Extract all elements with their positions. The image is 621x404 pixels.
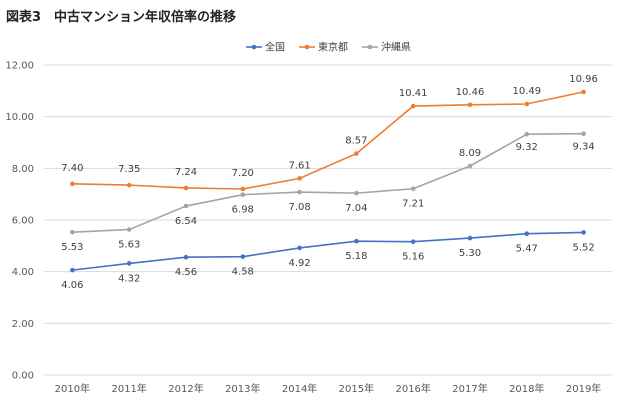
data-label: 5.18 (345, 251, 367, 262)
x-tick-label: 2013年 (225, 382, 260, 395)
data-labels: 4.06 4.32 4.56 4.58 4.92 5.18 5.16 5.30 5.47 5.52… (61, 74, 598, 291)
data-label: 7.61 (288, 160, 310, 171)
data-point (297, 176, 302, 181)
x-tick-label: 2018年 (509, 382, 544, 395)
data-point (183, 203, 189, 209)
data-point (297, 245, 302, 251)
data-point (581, 131, 586, 137)
y-tick-label: 6.00 (12, 216, 34, 227)
data-point (240, 254, 246, 259)
legend-label: 沖縄県 (381, 41, 411, 54)
legend-label: 全国 (265, 41, 285, 54)
data-point (524, 131, 530, 137)
x-tick-label: 2011年 (111, 382, 146, 395)
data-label: 10.96 (569, 74, 598, 85)
data-point (126, 182, 132, 188)
data-label: 4.06 (61, 280, 83, 291)
data-label: 5.30 (459, 248, 481, 259)
legend-marker (251, 44, 257, 50)
data-label: 7.21 (402, 199, 424, 210)
y-tick-label: 12.00 (5, 61, 34, 72)
data-label: 4.56 (175, 267, 197, 278)
legend-marker (304, 44, 310, 50)
data-label: 6.54 (175, 216, 197, 227)
x-tick-label: 2015年 (339, 382, 374, 395)
data-label: 7.08 (288, 202, 310, 213)
series-line (72, 91, 584, 190)
data-label: 9.34 (572, 142, 594, 153)
data-point (240, 192, 246, 197)
data-point (70, 229, 75, 235)
legend: 全国 東京都 沖縄県 (246, 41, 411, 54)
data-point (410, 239, 416, 244)
y-tick-label: 10.00 (5, 112, 34, 123)
x-tick-label: 2010年 (55, 382, 90, 395)
data-point (354, 238, 359, 244)
data-label: 10.41 (399, 88, 428, 99)
data-label: 8.57 (345, 136, 367, 147)
y-tick-label: 8.00 (12, 164, 34, 175)
series-line (72, 231, 584, 271)
data-label: 7.35 (118, 164, 140, 175)
data-point (126, 227, 132, 232)
data-label: 5.47 (516, 244, 538, 255)
data-label: 6.98 (232, 205, 254, 216)
x-tick-label: 2016年 (395, 382, 430, 395)
data-point (354, 190, 359, 196)
data-label: 7.40 (61, 163, 83, 174)
chart-title: 図表3 中古マンション年収倍率の推移 (6, 10, 237, 25)
data-point (467, 163, 473, 169)
data-point (410, 186, 416, 192)
data-label: 10.49 (512, 86, 541, 97)
data-point (183, 254, 189, 260)
y-tick-label: 4.00 (12, 267, 34, 278)
x-tick-label: 2012年 (168, 382, 203, 395)
data-point (524, 101, 530, 107)
data-label: 5.16 (402, 252, 424, 263)
data-point (183, 185, 189, 191)
x-tick-label: 2017年 (452, 382, 487, 395)
data-point (524, 231, 530, 236)
data-label: 5.52 (572, 242, 594, 253)
data-point (410, 103, 416, 109)
data-label: 7.04 (345, 203, 367, 214)
grid-lines (44, 64, 612, 376)
data-point (126, 261, 132, 266)
data-label: 9.32 (516, 142, 538, 153)
y-axis-ticks: 0.00 2.00 4.00 6.00 8.00 10.00 12.00 (5, 61, 34, 382)
y-tick-label: 0.00 (12, 371, 34, 382)
data-label: 5.63 (118, 240, 140, 251)
data-label: 4.92 (288, 258, 310, 269)
data-point (297, 189, 302, 195)
data-point (467, 102, 473, 108)
data-label: 4.32 (118, 273, 140, 284)
data-label: 5.53 (61, 242, 83, 253)
data-point (70, 181, 75, 187)
y-tick-label: 2.00 (12, 319, 34, 330)
data-label: 7.24 (175, 167, 197, 178)
legend-marker (367, 44, 373, 50)
data-label: 8.09 (459, 148, 481, 159)
x-tick-label: 2019年 (566, 382, 601, 395)
data-point (70, 267, 75, 273)
data-label: 7.20 (232, 168, 254, 179)
data-point (354, 151, 359, 156)
legend-label: 東京都 (318, 41, 348, 54)
x-axis-ticks: 2010年 2011年 2012年 2013年 2014年 2015年 2016年 2017年… (55, 382, 602, 395)
data-point (467, 235, 473, 241)
data-point (581, 89, 586, 95)
data-label: 4.58 (232, 267, 254, 278)
series-line (72, 132, 584, 233)
x-tick-label: 2014年 (282, 382, 317, 395)
data-point (581, 230, 586, 235)
data-point (240, 186, 246, 192)
series-lines (70, 89, 586, 273)
data-label: 10.46 (456, 87, 485, 98)
